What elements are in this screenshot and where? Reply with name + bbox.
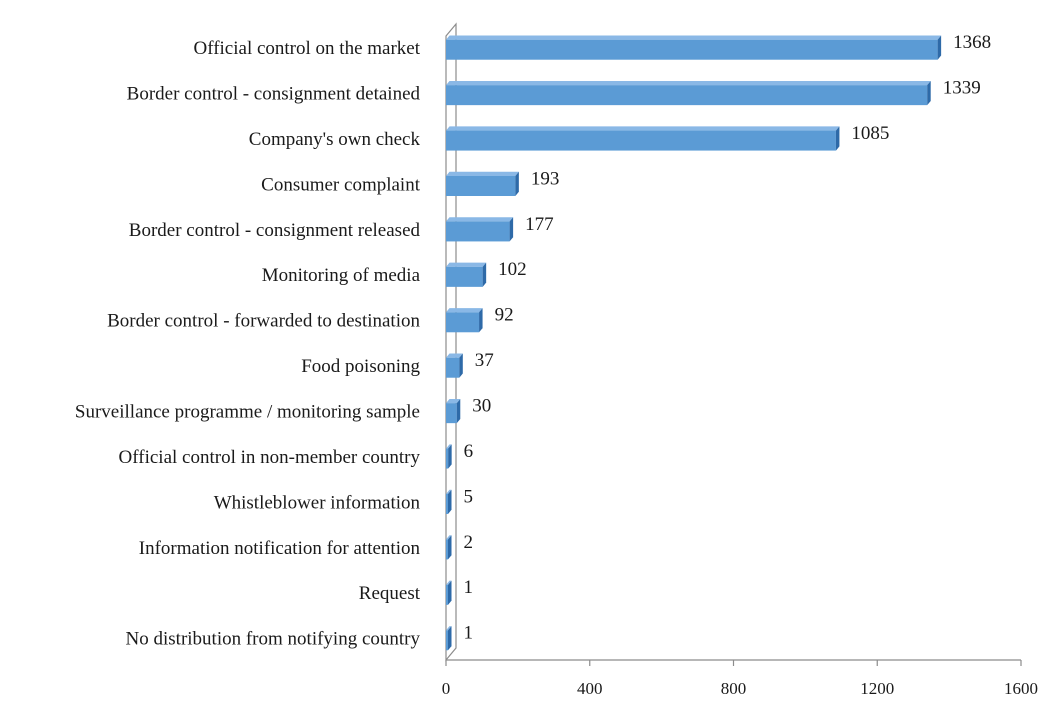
bar-top — [446, 353, 463, 358]
bar-side — [448, 444, 452, 469]
bar-front — [446, 266, 483, 287]
bar-top — [446, 580, 452, 585]
value-label: 2 — [464, 532, 474, 553]
bar-front — [446, 312, 480, 333]
value-label: 5 — [464, 486, 474, 507]
x-tick-label: 400 — [577, 679, 603, 698]
value-label: 1368 — [953, 32, 991, 53]
bar — [446, 262, 487, 287]
value-label: 193 — [531, 168, 560, 189]
bar-top — [446, 398, 461, 404]
bar — [446, 626, 452, 651]
bar-front — [446, 130, 836, 151]
category-label: Official control on the market — [193, 38, 420, 59]
category-label: Border control - forwarded to destinatio… — [107, 311, 420, 332]
bar-top — [446, 35, 942, 40]
value-label: 102 — [498, 259, 527, 280]
bar — [446, 489, 452, 514]
bar-side — [479, 308, 483, 333]
bar-top — [446, 262, 487, 267]
bar-top — [446, 80, 931, 86]
bar-front — [446, 176, 516, 196]
value-label: 30 — [472, 396, 491, 417]
bar-side — [835, 126, 840, 151]
bar-front — [446, 39, 938, 60]
category-label: Consumer complaint — [261, 174, 421, 195]
category-label: Request — [359, 583, 421, 604]
category-label: Information notification for attention — [139, 538, 421, 559]
bar-front — [446, 539, 448, 560]
bar-side — [482, 262, 487, 287]
bar — [446, 444, 452, 469]
axis-wall — [445, 22, 457, 662]
bar — [446, 398, 461, 424]
x-tick-label: 0 — [442, 679, 451, 698]
bar-side — [509, 217, 514, 242]
label-layer: 0 400 800 1200 1600 Official control on the m… — [75, 32, 1038, 698]
value-label: 92 — [495, 305, 514, 326]
bar-front — [446, 85, 928, 106]
bar-side — [448, 580, 452, 605]
bar-top — [446, 126, 840, 131]
category-label: Monitoring of media — [262, 265, 421, 286]
axis-layer — [445, 22, 1022, 666]
value-label: 1 — [464, 577, 474, 598]
bar-side — [448, 489, 452, 514]
category-label: Food poisoning — [301, 356, 420, 377]
bar-front — [446, 630, 448, 651]
category-label: Border control - consignment released — [129, 220, 421, 241]
bar-top — [446, 308, 483, 313]
bar-front — [446, 221, 510, 242]
bar — [446, 353, 463, 378]
category-label: Company's own check — [249, 129, 421, 150]
bar-side — [448, 535, 452, 560]
category-label: Whistleblower information — [214, 492, 421, 513]
bar — [446, 580, 452, 605]
bar-side — [937, 35, 942, 60]
bar-top — [446, 444, 452, 449]
bar-top — [446, 626, 452, 631]
category-label: No distribution from notifying country — [126, 629, 421, 650]
value-label: 177 — [525, 214, 554, 235]
bar-layer — [446, 35, 942, 651]
bar — [446, 80, 931, 106]
value-label: 1085 — [851, 123, 889, 144]
bar-front — [446, 403, 457, 424]
x-tick-label: 1600 — [1004, 679, 1038, 698]
bar-side — [456, 398, 461, 424]
bar-side — [448, 626, 452, 651]
value-label: 6 — [464, 441, 474, 462]
bar-top — [446, 217, 514, 222]
bar-top — [446, 489, 452, 494]
value-label: 1 — [464, 623, 474, 644]
bar-front — [446, 494, 448, 514]
bar — [446, 308, 483, 333]
x-tick-label: 1200 — [860, 679, 894, 698]
bar-front — [446, 357, 460, 378]
category-label: Official control in non-member country — [119, 447, 421, 468]
bar — [446, 535, 452, 560]
bar — [446, 217, 514, 242]
bar-side — [515, 171, 519, 196]
value-label: 1339 — [943, 78, 981, 99]
bar-front — [446, 584, 448, 605]
value-label: 37 — [475, 350, 494, 371]
bar-top — [446, 535, 452, 540]
bar-top — [446, 171, 519, 176]
bar — [446, 126, 840, 151]
x-tick-label: 800 — [721, 679, 747, 698]
bar — [446, 35, 942, 60]
bar — [446, 171, 519, 196]
bar-front — [446, 448, 449, 469]
category-label: Border control - consignment detained — [127, 84, 421, 105]
bar-side — [459, 353, 463, 378]
bar-side — [927, 80, 931, 106]
category-label: Surveillance programme / monitoring samp… — [75, 402, 420, 423]
